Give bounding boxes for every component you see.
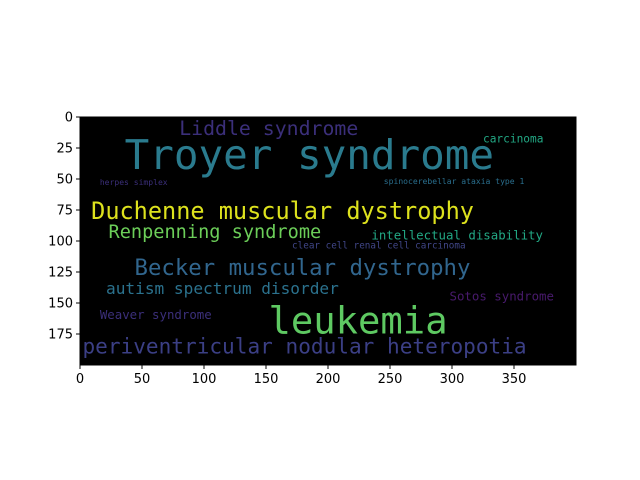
- y-tick-label: 150: [48, 297, 73, 312]
- x-tick-label: 300: [440, 372, 465, 387]
- y-axis: 0 25 50 75 100 125 150 175: [48, 111, 80, 343]
- x-tick-label: 0: [76, 372, 84, 387]
- x-tick-label: 350: [502, 372, 527, 387]
- x-tick-label: 150: [254, 372, 279, 387]
- word-2: Troyer syndrome: [125, 131, 494, 179]
- x-axis: 0 50 100 150 200 250 300 350: [76, 365, 527, 387]
- y-tick-label: 100: [48, 235, 73, 250]
- image-background: [80, 117, 576, 365]
- y-tick-label: 75: [56, 204, 73, 219]
- y-tick-label: 25: [56, 142, 73, 157]
- word-8: clear cell renal cell carcinoma: [292, 240, 466, 251]
- y-tick-label: 125: [48, 266, 73, 281]
- word-14: periventricular nodular heteropotia: [82, 334, 526, 359]
- word-6: Renpenning syndrome: [109, 222, 322, 243]
- word-12: leukemia: [268, 298, 447, 342]
- y-tick-label: 50: [56, 173, 73, 188]
- y-tick-label: 175: [48, 328, 73, 343]
- x-tick-label: 200: [316, 372, 341, 387]
- word-0: Liddle syndrome: [179, 117, 358, 140]
- x-tick-label: 100: [192, 372, 217, 387]
- x-tick-label: 250: [378, 372, 403, 387]
- y-tick-label: 0: [65, 111, 73, 126]
- word-13: Weaver syndrome: [100, 307, 212, 322]
- word-7: intellectual disability: [371, 228, 543, 243]
- word-11: Sotos syndrome: [450, 288, 554, 303]
- word-3: herpes simplex: [100, 178, 168, 187]
- word-1: carcinoma: [483, 132, 543, 145]
- word-10: autism spectrum disorder: [106, 279, 339, 298]
- x-tick-label: 50: [134, 372, 151, 387]
- word-9: Becker muscular dystrophy: [135, 255, 471, 281]
- word-5: Duchenne muscular dystrophy: [91, 197, 474, 225]
- word-4: spinocerebellar ataxia type 1: [384, 177, 525, 186]
